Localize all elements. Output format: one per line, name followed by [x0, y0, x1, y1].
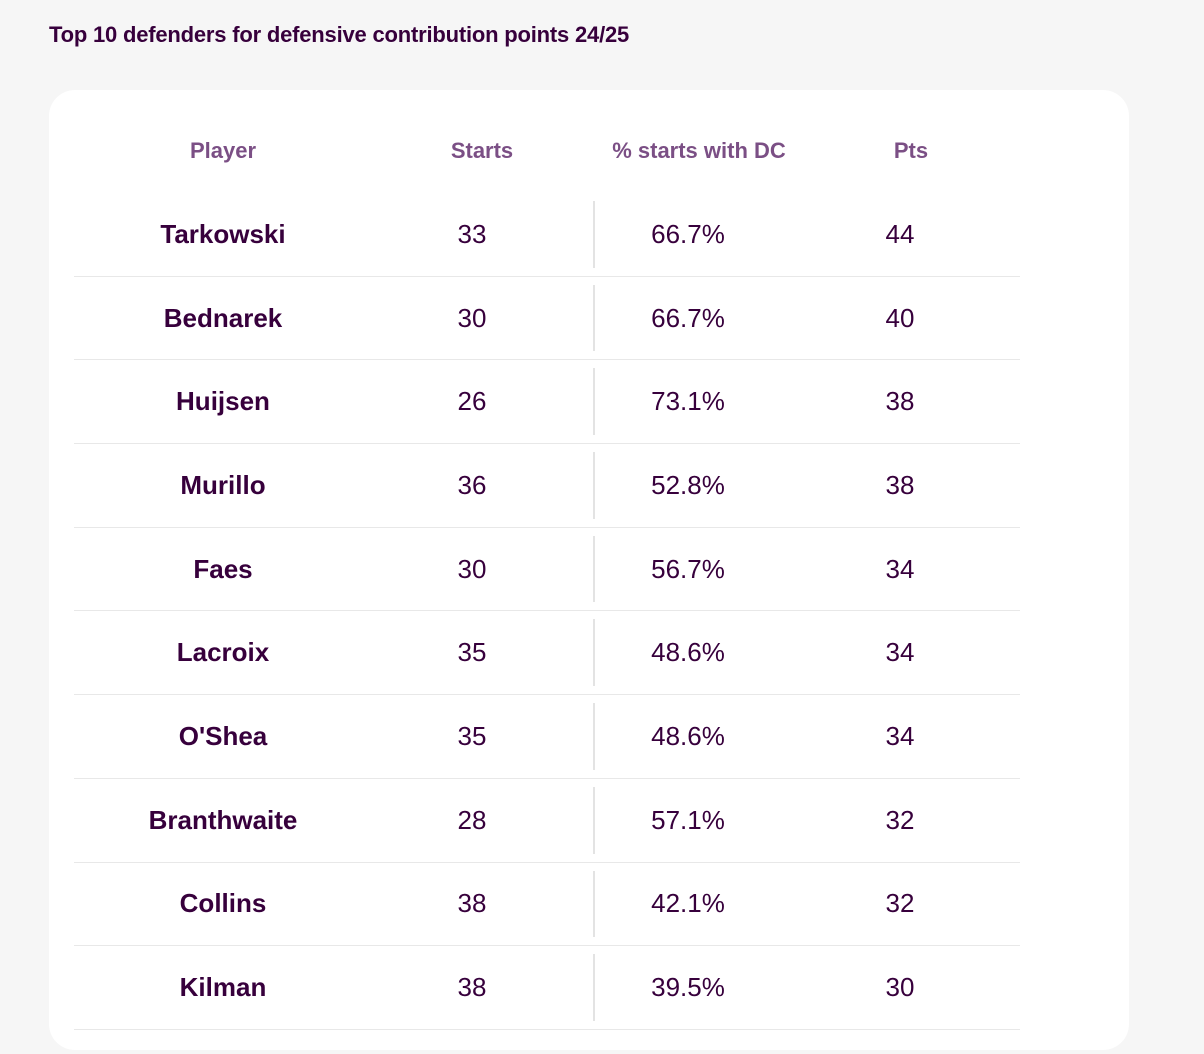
page-title: Top 10 defenders for defensive contribut…	[49, 22, 630, 47]
cell-pct-starts-with-dc: 42.1%	[651, 888, 725, 919]
cell-starts: 35	[457, 637, 487, 668]
cell-player: O'Shea	[178, 720, 268, 751]
cell-starts: 30	[457, 302, 487, 333]
cell-player: Murillo	[180, 469, 266, 500]
cell-pct-starts-with-dc: 57.1%	[651, 804, 725, 835]
cell-starts: 26	[457, 386, 487, 417]
cell-pct-starts-with-dc: 66.7%	[651, 218, 725, 249]
table-body: Tarkowski 33 66.7% 44 Bednarek 30 66.7% 40 Huijs…	[74, 193, 1020, 1030]
table-row: O'Shea 35 48.6% 34	[74, 695, 1020, 779]
column-divider	[593, 619, 595, 687]
table-row: Tarkowski 33 66.7% 44	[74, 193, 1020, 277]
cell-player: Tarkowski	[160, 218, 286, 249]
column-header-starts[interactable]: Starts	[450, 138, 514, 163]
cell-pts: 44	[885, 218, 915, 249]
column-divider	[593, 284, 595, 352]
cell-starts: 30	[457, 553, 487, 584]
column-divider	[593, 786, 595, 854]
cell-pct-starts-with-dc: 39.5%	[651, 972, 725, 1003]
cell-pct-starts-with-dc: 48.6%	[651, 637, 725, 668]
cell-player: Branthwaite	[148, 804, 298, 835]
table-row: Lacroix 35 48.6% 34	[74, 611, 1020, 696]
table-row: Murillo 36 52.8% 38	[74, 444, 1020, 528]
column-divider	[593, 535, 595, 603]
table-row: Bednarek 30 66.7% 40	[74, 277, 1020, 361]
table-row: Faes 30 56.7% 34	[74, 528, 1020, 612]
cell-starts: 36	[457, 469, 487, 500]
cell-player: Kilman	[179, 972, 267, 1003]
cell-pts: 32	[885, 804, 915, 835]
cell-starts: 33	[457, 218, 487, 249]
cell-pct-starts-with-dc: 52.8%	[651, 469, 725, 500]
cell-player: Collins	[179, 888, 267, 919]
column-divider	[593, 201, 595, 268]
cell-pct-starts-with-dc: 73.1%	[651, 386, 725, 417]
column-divider	[593, 870, 595, 938]
cell-pct-starts-with-dc: 48.6%	[651, 720, 725, 751]
table-row: Huijsen 26 73.1% 38	[74, 360, 1020, 445]
column-header-pct-starts-with-dc[interactable]: % starts with DC	[612, 138, 786, 163]
cell-player: Faes	[193, 553, 253, 584]
column-divider	[593, 703, 595, 770]
cell-pts: 38	[885, 386, 915, 417]
table-row: Kilman 38 39.5% 30	[74, 946, 1020, 1030]
table-row: Collins 38 42.1% 32	[74, 863, 1020, 947]
cell-pts: 34	[885, 720, 915, 751]
table-row: Branthwaite 28 57.1% 32	[74, 779, 1020, 863]
cell-pct-starts-with-dc: 66.7%	[651, 302, 725, 333]
column-header-player[interactable]: Player	[189, 138, 257, 163]
cell-starts: 28	[457, 804, 487, 835]
column-divider	[593, 954, 595, 1021]
cell-pts: 40	[885, 302, 915, 333]
cell-player: Bednarek	[163, 302, 283, 333]
cell-pts: 34	[885, 553, 915, 584]
cell-starts: 38	[457, 972, 487, 1003]
cell-starts: 35	[457, 720, 487, 751]
cell-pct-starts-with-dc: 56.7%	[651, 553, 725, 584]
cell-pts: 30	[885, 972, 915, 1003]
column-divider	[593, 452, 595, 519]
cell-player: Lacroix	[176, 637, 270, 668]
cell-pts: 32	[885, 888, 915, 919]
column-header-pts[interactable]: Pts	[893, 138, 929, 163]
cell-pts: 38	[885, 469, 915, 500]
stats-table-card: Player Starts % starts with DC Pts Tarko…	[49, 90, 1129, 1050]
column-divider	[593, 368, 595, 436]
cell-starts: 38	[457, 888, 487, 919]
cell-pts: 34	[885, 637, 915, 668]
cell-player: Huijsen	[176, 386, 270, 417]
